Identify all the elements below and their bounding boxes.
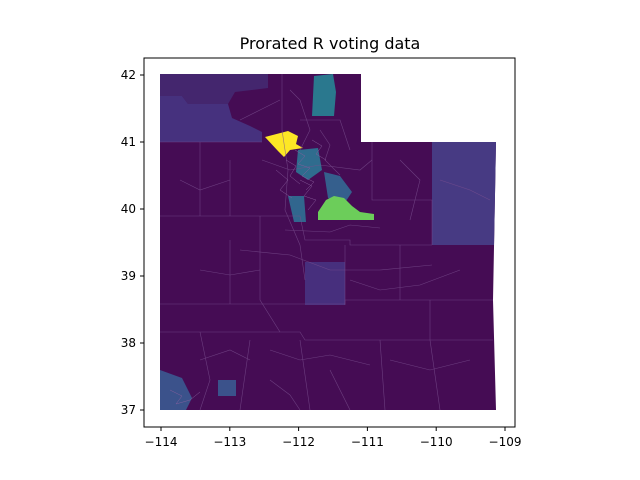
x-tick-label: −114 — [145, 435, 178, 449]
region-uintah — [432, 142, 496, 245]
y-tick-label: 39 — [121, 269, 136, 283]
region-central — [305, 262, 345, 305]
x-tick-label: −113 — [213, 435, 246, 449]
x-tick-label: −110 — [420, 435, 453, 449]
x-tick-labels: −114 −113 −112 −111 −110 −109 — [145, 435, 522, 449]
utah-state-shape — [160, 74, 496, 410]
y-tick-label: 38 — [121, 336, 136, 350]
region-green-high — [318, 196, 374, 220]
y-tick-label: 40 — [121, 202, 136, 216]
region-box-elder — [160, 96, 262, 142]
map-area — [160, 74, 496, 411]
region-southwest — [160, 370, 192, 410]
x-axis — [160, 427, 506, 431]
y-tick-label: 42 — [121, 68, 136, 82]
y-tick-label: 41 — [121, 135, 136, 149]
y-axis — [140, 74, 144, 411]
precinct-boundaries — [160, 74, 493, 411]
region-sw-small — [218, 380, 236, 396]
x-tick-label: −112 — [282, 435, 315, 449]
region-cache — [312, 74, 336, 116]
region-utah-county — [288, 196, 306, 222]
map-title: Prorated R voting data — [240, 34, 421, 53]
axes-frame — [143, 57, 516, 428]
region-davis — [296, 148, 322, 180]
y-tick-label: 37 — [121, 403, 136, 417]
urban-precinct-cluster — [169, 139, 327, 405]
region-summit — [324, 172, 352, 204]
x-tick-label: −111 — [351, 435, 384, 449]
x-tick-label: −109 — [489, 435, 522, 449]
region-northwest — [160, 74, 268, 104]
y-tick-labels: 37 38 39 40 41 42 — [121, 68, 136, 417]
